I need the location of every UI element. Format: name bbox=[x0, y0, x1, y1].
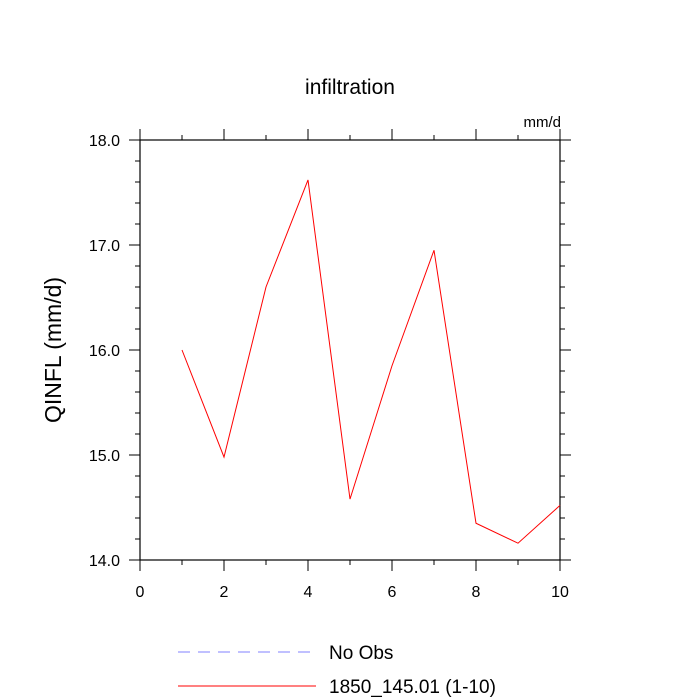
axis-ticks bbox=[129, 129, 571, 571]
series-lines bbox=[181, 179, 561, 544]
y-tick-label: 18.0 bbox=[89, 133, 120, 150]
y-tick-label: 15.0 bbox=[89, 448, 120, 465]
legend-label: 1850_145.01 (1-10) bbox=[329, 677, 496, 698]
x-tick-label: 8 bbox=[472, 584, 481, 601]
legend: No Obs 1850_145.01 (1-10) bbox=[178, 643, 496, 698]
chart-title: infiltration bbox=[305, 76, 395, 99]
axis-tick-labels: 0 2 4 6 8 10 14.0 15.0 16.0 17.0 18.0 bbox=[89, 133, 569, 601]
x-tick-label: 2 bbox=[220, 584, 229, 601]
y-axis-label: QINFL (mm/d) bbox=[40, 277, 66, 423]
y-tick-label: 16.0 bbox=[89, 343, 120, 360]
units-label: mm/d bbox=[524, 114, 562, 131]
x-tick-label: 0 bbox=[136, 584, 145, 601]
legend-label: No Obs bbox=[329, 643, 393, 664]
y-tick-label: 14.0 bbox=[89, 553, 120, 570]
x-tick-label: 4 bbox=[304, 584, 313, 601]
x-tick-label: 6 bbox=[388, 584, 397, 601]
series-line bbox=[181, 179, 561, 544]
x-tick-label: 10 bbox=[551, 584, 569, 601]
y-tick-label: 17.0 bbox=[89, 238, 120, 255]
